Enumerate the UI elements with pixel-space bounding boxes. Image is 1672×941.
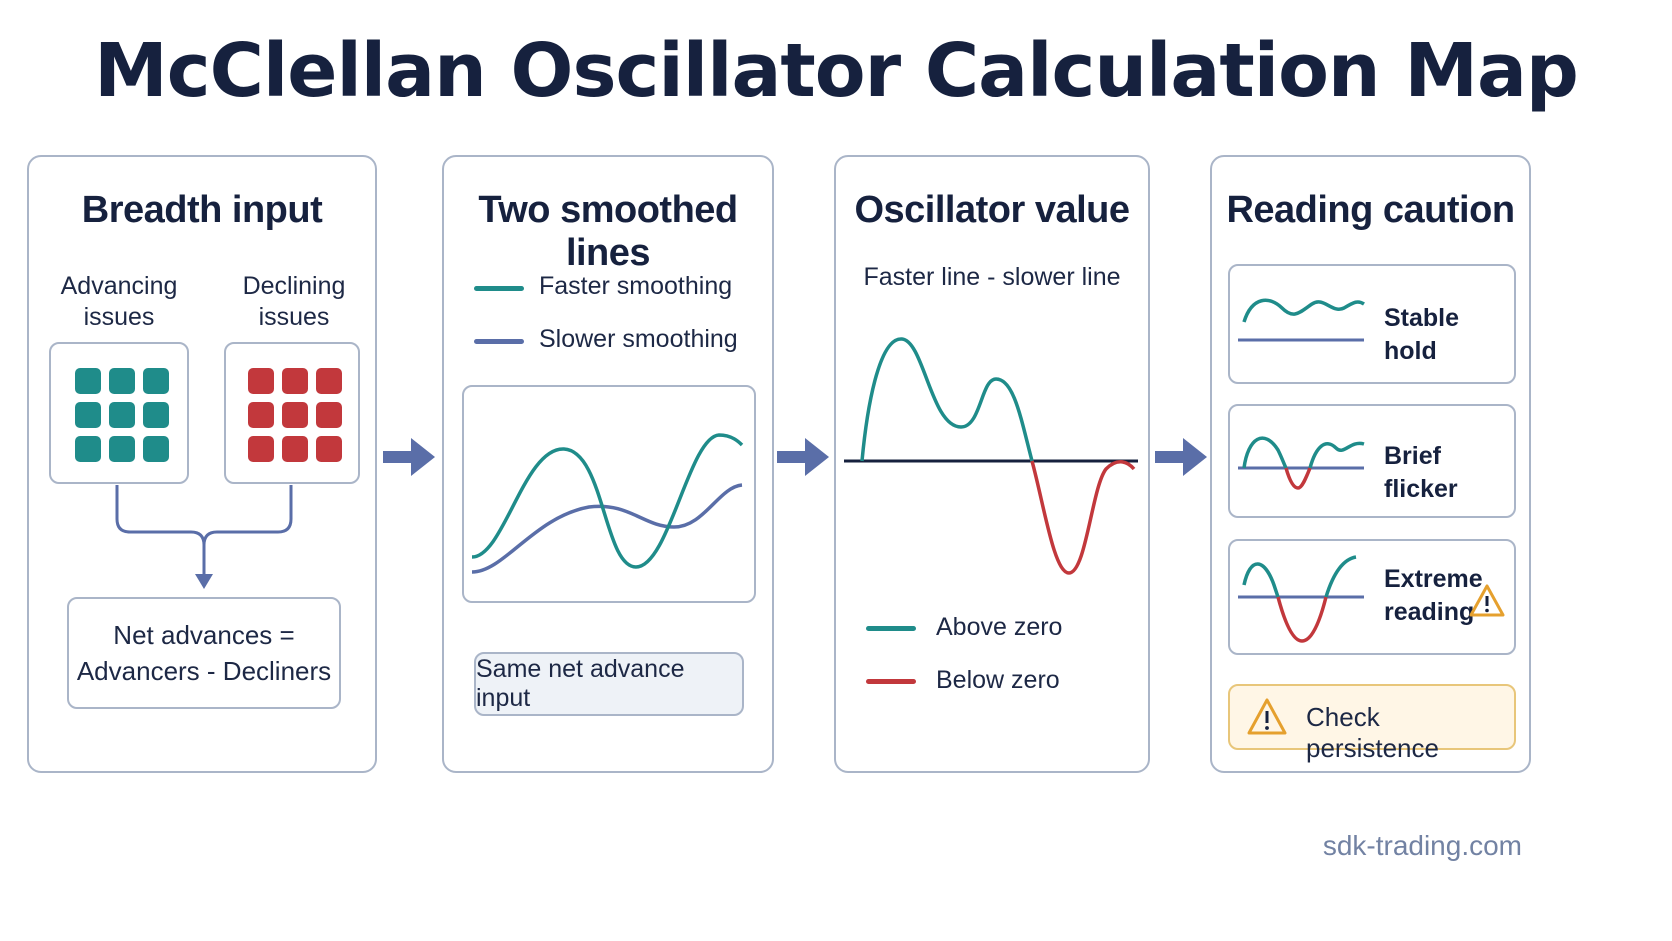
breadth-input-title: Breadth input <box>81 189 323 231</box>
below-zero-label: Below zero <box>936 666 1060 694</box>
advancing-issues-label: Advancing issues <box>60 272 178 332</box>
reading-caution-panel: Reading caution Stable hold Brief flicke… <box>1210 155 1531 773</box>
stable-hold-plot <box>1238 298 1365 342</box>
smoothed-lines-panel: Two smoothed lines Faster smoothing Slow… <box>442 155 774 773</box>
oscillator-value-panel: Oscillator value Faster line - slower li… <box>834 155 1150 773</box>
merge-connector <box>115 485 293 589</box>
stable-hold-box: Stable hold <box>1228 264 1516 384</box>
arrow-right-icon <box>777 438 829 476</box>
page-title: McClellan Oscillator Calculation Map <box>94 28 1579 114</box>
below-zero-line <box>1030 460 1136 575</box>
slower-line <box>471 483 743 574</box>
faster-line <box>471 433 744 569</box>
net-advances-line1: Net advances = <box>113 619 295 650</box>
brief-flicker-label: Brief flicker <box>1384 442 1458 503</box>
declining-issues-grid <box>248 368 342 462</box>
net-advances-box: Net advances = Advancers - Decliners <box>67 597 341 709</box>
extreme-reading-label-line2: reading <box>1384 597 1475 626</box>
arrow-right-icon <box>1155 438 1207 476</box>
slower-smoothing-swatch <box>474 339 524 344</box>
above-zero-label: Above zero <box>936 613 1063 641</box>
same-net-advance-input-label: Same net advance input <box>476 655 685 712</box>
extreme-reading-box: Extreme reading <box>1228 539 1516 655</box>
faster-smoothing-swatch <box>474 286 524 291</box>
breadth-input-panel: Breadth input Advancing issues Declining… <box>27 155 377 773</box>
check-persistence-label: Check persistence <box>1306 702 1439 763</box>
above-zero-line <box>860 337 1034 462</box>
brief-flicker-box: Brief flicker <box>1228 404 1516 518</box>
smoothed-lines-chart <box>462 385 756 603</box>
smoothed-lines-plot <box>471 433 744 574</box>
extreme-reading-label-line1: Extreme <box>1384 565 1483 593</box>
oscillator-formula: Faster line - slower line <box>863 263 1121 291</box>
footer-source: sdk-trading.com <box>1322 830 1522 861</box>
declining-issues-label: Declining issues <box>242 272 346 332</box>
above-zero-swatch <box>866 626 916 631</box>
same-net-advance-input-box: Same net advance input <box>474 652 744 716</box>
extreme-reading-label: Extreme reading <box>1384 563 1483 628</box>
smoothed-lines-title: Two smoothed lines <box>478 189 738 274</box>
advancing-issues-box <box>49 342 189 484</box>
warning-triangle-icon <box>1247 698 1287 735</box>
arrow-right-icon <box>383 438 435 476</box>
stable-hold-label: Stable hold <box>1384 304 1460 365</box>
reading-caution-title: Reading caution <box>1226 189 1515 231</box>
oscillator-plot <box>844 337 1138 575</box>
faster-smoothing-label: Faster smoothing <box>539 272 733 300</box>
below-zero-swatch <box>866 679 916 684</box>
net-advances-line2: Advancers - Decliners <box>76 656 332 686</box>
declining-issues-box <box>224 342 360 484</box>
slower-smoothing-label: Slower smoothing <box>539 325 738 353</box>
brief-flicker-plot <box>1238 436 1365 490</box>
advancing-issues-grid <box>75 368 169 462</box>
oscillator-value-title: Oscillator value <box>854 189 1130 231</box>
warning-triangle-icon <box>1469 584 1505 617</box>
check-persistence-box: Check persistence <box>1228 684 1516 763</box>
extreme-reading-plot <box>1238 555 1364 643</box>
